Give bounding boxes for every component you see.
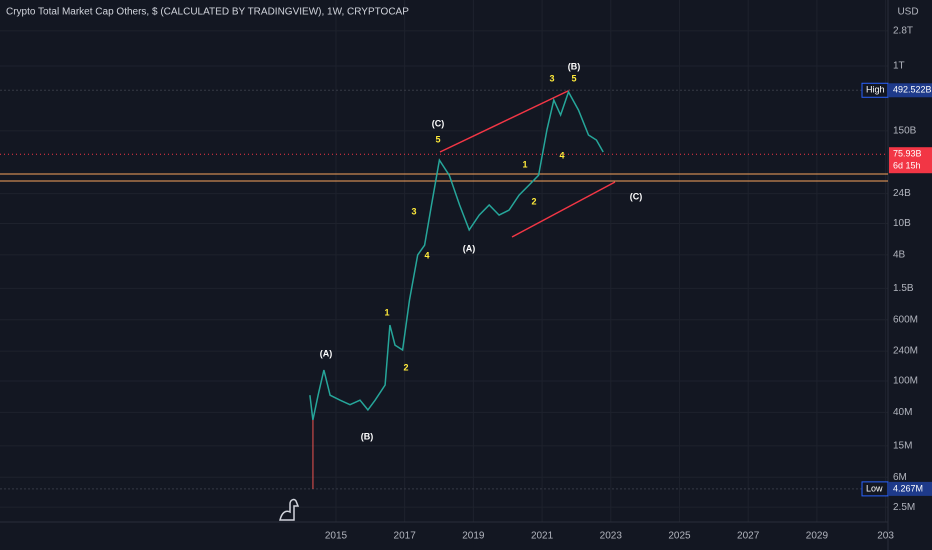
low-label-box [861,481,889,497]
y-tick-label: 40M [893,407,912,418]
y-tick-label: 150B [893,126,917,137]
y-tick-label: 600M [893,314,918,325]
x-tick-label: 203 [877,531,894,542]
high-label-box [861,82,889,98]
y-tick-label: 2.8T [893,25,913,36]
wave-label: (C) [630,191,643,201]
x-tick-label: 2027 [737,531,760,542]
wave-label: 1 [384,307,389,317]
wave-label: (A) [463,243,476,253]
wave-label: 2 [403,362,408,372]
wave-label: (A) [320,348,333,358]
low-value-box [889,481,932,496]
wave-label: (B) [568,61,581,71]
y-tick-label: 100M [893,376,918,387]
wave-label: 2 [531,196,536,206]
low-value: 4.267M [893,483,923,493]
wave-label: (B) [361,431,374,441]
y-tick-label: 1T [893,61,905,72]
y-tick-label: 240M [893,346,918,357]
y-tick-label: 2.5M [893,502,915,513]
currency: USD [897,7,918,18]
wave-label: 5 [435,134,440,144]
wave-label: 5 [571,73,576,83]
high-value: 492.522B [893,85,932,95]
wave-label: 4 [424,250,429,260]
wave-label: 3 [411,206,416,216]
wedge-lower [511,181,616,238]
y-tick-label: 15M [893,441,912,452]
wedge-upper [439,89,571,153]
grid [0,0,888,522]
y-tick-label: 24B [893,188,911,199]
wave-label: (C) [432,118,445,128]
y-tick-label: 10B [893,218,911,229]
price-line [309,90,604,421]
high-value-box [889,83,932,98]
countdown: 6d 15h [893,161,921,171]
y-tick-label: 6M [893,472,907,483]
chart-title: Crypto Total Market Cap Others, $ (CALCU… [6,7,409,18]
x-tick-label: 2021 [531,531,554,542]
high-label: High [866,85,885,95]
y-tick-label: 4B [893,250,906,261]
x-tick-label: 2025 [668,531,691,542]
wave-label: 4 [559,150,564,160]
x-tick-label: 2023 [600,531,623,542]
low-label: Low [866,483,883,493]
wave-label: 3 [549,73,554,83]
last-price: 75.93B [893,149,922,159]
y-tick-label: 1.5B [893,283,914,294]
x-tick-label: 2019 [462,531,485,542]
x-tick-label: 2017 [394,531,417,542]
wave-label: 1 [522,159,527,169]
x-tick-label: 2029 [806,531,829,542]
tradingview-logo [279,498,300,521]
x-tick-label: 2015 [325,531,348,542]
last-price-box [889,147,932,174]
